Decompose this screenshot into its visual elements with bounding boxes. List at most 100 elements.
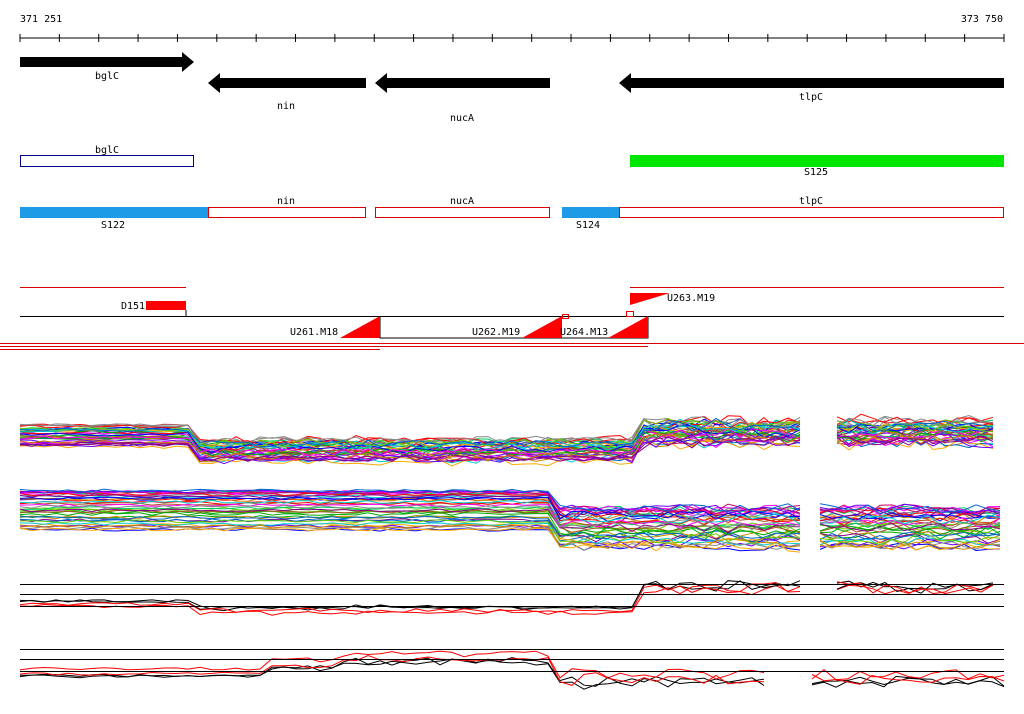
trace	[19, 496, 801, 520]
gene-label: tlpC	[799, 196, 823, 207]
feature-label: U264.M13	[560, 327, 608, 338]
feature-label: U262.M19	[472, 327, 520, 338]
gene-label: nin	[277, 196, 295, 207]
trace	[19, 515, 801, 540]
trace	[819, 504, 1001, 516]
gene-arrow	[20, 52, 194, 72]
trace	[19, 424, 801, 454]
gene-box	[208, 207, 366, 218]
trace	[836, 420, 994, 432]
gene-arrow	[375, 73, 550, 93]
trace	[19, 580, 801, 611]
trace	[19, 657, 765, 688]
trace	[836, 581, 994, 595]
trace	[19, 519, 801, 545]
trace	[836, 428, 994, 439]
trace	[819, 512, 1001, 520]
trace	[19, 489, 801, 514]
trace	[19, 504, 801, 531]
trace	[19, 525, 801, 551]
trace	[836, 581, 994, 593]
gene-label: nin	[277, 101, 295, 112]
trace	[819, 532, 1001, 544]
feature-box	[626, 311, 634, 317]
feature-triangle	[522, 316, 562, 338]
trace	[819, 542, 1001, 551]
trace	[19, 492, 801, 519]
gene-arrow	[619, 73, 1004, 93]
feature-box	[562, 314, 569, 319]
gene-label: bglC	[95, 71, 119, 82]
gene-label: nucA	[450, 196, 474, 207]
trace	[19, 417, 801, 450]
trace	[19, 581, 801, 614]
trace	[19, 503, 801, 529]
trace	[19, 433, 801, 462]
segment-label: S122	[101, 220, 125, 231]
trace	[819, 531, 1001, 541]
gene-label: bglC	[95, 145, 119, 156]
trace	[19, 580, 801, 612]
gene-box	[619, 207, 1004, 218]
trace	[819, 525, 1001, 536]
trace	[19, 496, 801, 522]
ruler-ticks	[19, 34, 1005, 42]
segment-label: S125	[804, 167, 828, 178]
trace	[19, 508, 801, 534]
trace	[819, 532, 1001, 544]
gene-box	[20, 155, 194, 167]
trace	[819, 533, 1001, 545]
trace	[819, 513, 1001, 521]
segment-box	[562, 207, 619, 218]
trace	[19, 497, 801, 523]
trace	[19, 488, 801, 513]
trace	[836, 419, 994, 433]
segment-box	[630, 155, 1004, 167]
feature-label: U261.M18	[290, 327, 338, 338]
trace	[19, 436, 801, 467]
trace	[836, 436, 994, 451]
trace	[837, 435, 994, 449]
trace	[19, 499, 801, 525]
trace	[19, 490, 801, 515]
feature-label: U263.M19	[667, 293, 715, 304]
trace	[811, 676, 1005, 688]
trace	[19, 524, 801, 549]
trace	[19, 427, 801, 457]
trace	[836, 416, 994, 426]
feature-triangle	[630, 293, 670, 305]
trace	[819, 519, 1001, 530]
trace	[19, 650, 765, 680]
trace	[819, 507, 1001, 519]
trace	[19, 430, 801, 461]
trace	[836, 435, 994, 444]
trace	[819, 505, 1001, 515]
expression-traces	[19, 413, 1005, 690]
segment-box	[20, 207, 208, 218]
feature-box	[146, 301, 186, 310]
trace	[819, 538, 1001, 550]
gene-label: nucA	[450, 113, 474, 124]
ruler-start: 371 251	[20, 14, 62, 25]
trace	[19, 527, 801, 552]
trace	[19, 512, 801, 537]
trace	[819, 519, 1001, 532]
trace	[819, 503, 1001, 515]
ruler-end: 373 750	[961, 14, 1003, 25]
gene-label: tlpC	[799, 92, 823, 103]
trace	[819, 522, 1001, 532]
trace	[836, 584, 994, 595]
trace	[819, 503, 1001, 513]
feature-label: D151	[121, 301, 145, 312]
segment-label: S124	[576, 220, 600, 231]
gene-arrow	[208, 73, 366, 93]
trace	[836, 428, 994, 443]
feature-triangle	[608, 316, 648, 338]
feature-triangle	[340, 316, 380, 338]
trace	[19, 433, 801, 461]
trace	[811, 668, 1005, 681]
gene-box	[375, 207, 550, 218]
trace	[811, 674, 1005, 685]
trace	[19, 522, 801, 548]
